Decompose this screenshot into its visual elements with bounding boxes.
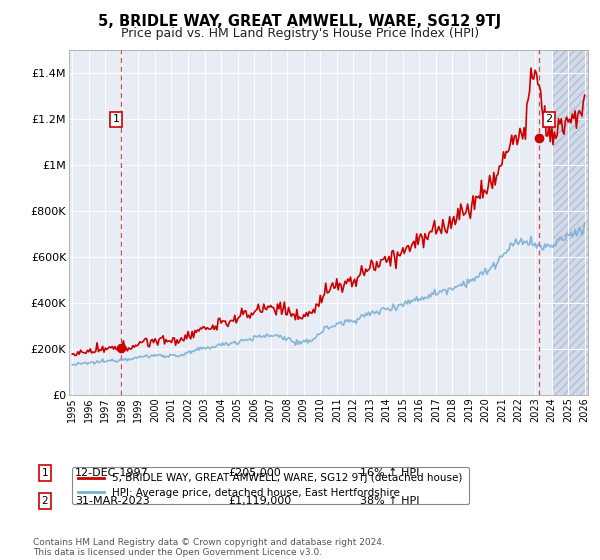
Text: 1: 1 bbox=[113, 114, 119, 124]
Bar bbox=[551, 50, 593, 395]
Text: 31-MAR-2023: 31-MAR-2023 bbox=[75, 496, 150, 506]
Text: 16% ↑ HPI: 16% ↑ HPI bbox=[360, 468, 419, 478]
Text: Contains HM Land Registry data © Crown copyright and database right 2024.
This d: Contains HM Land Registry data © Crown c… bbox=[33, 538, 385, 557]
Text: Price paid vs. HM Land Registry's House Price Index (HPI): Price paid vs. HM Land Registry's House … bbox=[121, 27, 479, 40]
Text: 12-DEC-1997: 12-DEC-1997 bbox=[75, 468, 149, 478]
Text: 2: 2 bbox=[545, 114, 553, 124]
Legend: 5, BRIDLE WAY, GREAT AMWELL, WARE, SG12 9TJ (detached house), HPI: Average price: 5, BRIDLE WAY, GREAT AMWELL, WARE, SG12 … bbox=[71, 467, 469, 504]
Text: 2: 2 bbox=[41, 496, 49, 506]
Text: £1,119,000: £1,119,000 bbox=[228, 496, 291, 506]
Text: 5, BRIDLE WAY, GREAT AMWELL, WARE, SG12 9TJ: 5, BRIDLE WAY, GREAT AMWELL, WARE, SG12 … bbox=[98, 14, 502, 29]
Text: 1: 1 bbox=[41, 468, 49, 478]
Text: 38% ↑ HPI: 38% ↑ HPI bbox=[360, 496, 419, 506]
Text: £205,000: £205,000 bbox=[228, 468, 281, 478]
